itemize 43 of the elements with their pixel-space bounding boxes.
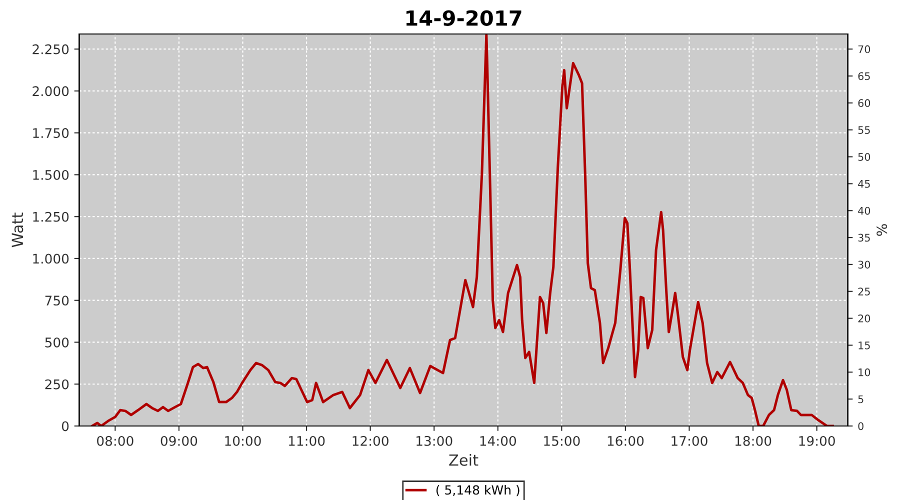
- line-series: [90, 34, 834, 426]
- y2-tick-label: 50: [858, 152, 870, 161]
- y2-tick-label: 25: [858, 288, 870, 296]
- x-tick-label: 17:00: [672, 436, 708, 446]
- y-tick-label: 0: [62, 421, 69, 432]
- x-tick-label: 18:00: [735, 436, 772, 446]
- y2-tick-label: 65: [858, 72, 870, 80]
- y2-tick-label: 60: [858, 99, 870, 108]
- y-tick-label: 1.500: [33, 170, 69, 180]
- y2-tick-label: 55: [858, 126, 870, 134]
- y-tick-label: 1.000: [33, 254, 69, 264]
- x-tick-label: 11:00: [288, 436, 325, 446]
- y2-tick-label: 20: [858, 314, 870, 322]
- x-tick-label: 08:00: [97, 436, 134, 446]
- x-axis-title: Zeit: [449, 454, 478, 466]
- y2-tick-label: 15: [858, 342, 870, 350]
- y-tick-label: 1.250: [33, 212, 69, 222]
- y2-tick-label: 10: [858, 368, 870, 376]
- y-tick-label: 500: [45, 337, 69, 348]
- y-tick-label: 250: [45, 379, 69, 390]
- y-axis-title: Watt: [12, 212, 24, 248]
- legend-label: ( 5,148 kWh ): [436, 485, 520, 496]
- y-tick-label: 750: [45, 296, 69, 306]
- y2-axis-title: %: [876, 224, 888, 236]
- x-tick-label: 14:00: [480, 436, 516, 446]
- y-tick-label: 2.000: [32, 86, 69, 96]
- x-tick-label: 10:00: [225, 436, 261, 446]
- x-tick-label: 16:00: [608, 436, 644, 446]
- x-tick-label: 12:00: [352, 436, 388, 446]
- chart-title: 14-9-2017: [406, 10, 522, 26]
- y2-tick-label: 70: [858, 45, 870, 54]
- x-tick-label: 13:00: [416, 436, 452, 446]
- y2-tick-label: 40: [858, 206, 870, 215]
- y2-tick-label: 5: [858, 395, 864, 404]
- x-tick-label: 15:00: [544, 436, 580, 446]
- x-tick-label: 09:00: [160, 436, 198, 446]
- y-tick-label: 2.250: [32, 44, 69, 54]
- y2-tick-label: 45: [858, 180, 870, 188]
- y-tick-label: 1.750: [33, 128, 69, 138]
- y2-tick-label: 30: [858, 260, 870, 269]
- y2-tick-label: 35: [858, 234, 870, 242]
- y2-tick-label: 0: [858, 422, 864, 430]
- x-tick-label: 19:00: [799, 436, 835, 446]
